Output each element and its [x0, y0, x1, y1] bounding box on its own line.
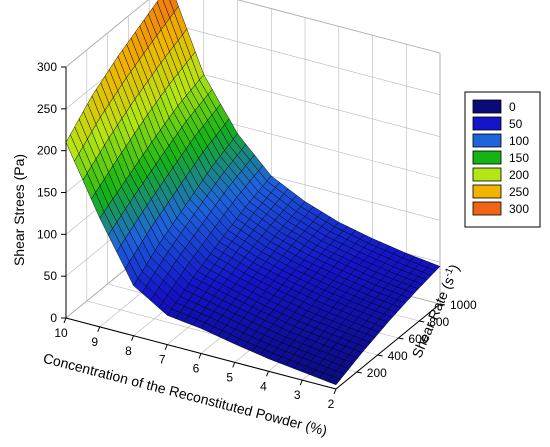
legend-swatch	[472, 116, 502, 131]
x-tick-label: 6	[193, 362, 200, 376]
z-tick-label: 200	[37, 144, 57, 158]
x-tick-mark	[299, 379, 303, 386]
x-tick-mark	[266, 371, 269, 377]
x-tick-label: 9	[91, 335, 98, 349]
x-tick-label: 2	[328, 397, 335, 411]
legend-label: 100	[509, 134, 529, 148]
y-tick-label: 400	[388, 349, 408, 363]
color-legend: 0 50 100 150 200 250 300	[464, 91, 541, 228]
legend-label: 250	[509, 185, 529, 199]
z-tick-label: 150	[37, 186, 57, 200]
x-tick-label: 5	[226, 370, 233, 384]
legend-swatch	[472, 184, 502, 199]
x-tick-mark	[63, 317, 67, 324]
z-tick-label: 0	[50, 311, 57, 325]
y-tick-label: 200	[367, 366, 387, 380]
box-edge	[335, 303, 441, 390]
x-tick-mark	[131, 335, 134, 341]
y-tick-mark	[419, 320, 425, 323]
x-tick-label: 7	[159, 353, 166, 367]
legend-label: 200	[509, 168, 529, 182]
surface-patch	[327, 375, 341, 386]
z-tick-label: 50	[44, 269, 58, 283]
legend-label: 0	[509, 100, 516, 114]
legend-swatch	[472, 133, 502, 148]
x-tick-label: 4	[260, 379, 267, 393]
z-axis-title: Shear Strees (Pa)	[11, 154, 27, 266]
legend-swatch	[472, 150, 502, 165]
z-tick-label: 250	[37, 102, 57, 116]
x-tick-mark	[198, 353, 202, 359]
x-tick-mark	[97, 326, 101, 333]
y-tick-mark	[439, 303, 446, 306]
legend-swatch	[472, 167, 502, 182]
y-tick-mark	[356, 371, 362, 374]
y-tick-mark	[398, 337, 404, 340]
y-tick-label: 1000	[450, 298, 477, 312]
x-axis-ticks: 2 3 4 5 6 7 8 9 10	[54, 317, 337, 411]
legend-swatch	[472, 201, 502, 216]
legend-label: 300	[509, 202, 529, 216]
grid-line	[65, 0, 149, 68]
x-tick-mark	[232, 362, 236, 368]
x-tick-mark	[333, 388, 337, 395]
x-tick-label: 8	[125, 344, 132, 358]
y-tick-label: 600	[408, 332, 428, 346]
y-tick-label: 800	[429, 315, 449, 329]
legend-swatch	[472, 99, 502, 114]
y-tick-mark	[377, 354, 383, 357]
legend-label: 150	[509, 151, 529, 165]
x-tick-label: 10	[54, 326, 68, 340]
x-tick-mark	[164, 344, 168, 350]
x-tick-label: 3	[294, 388, 301, 402]
z-axis-ticks: 0 50 100 150 200 250 300	[37, 60, 66, 325]
z-tick-label: 100	[37, 227, 57, 241]
z-tick-label: 300	[37, 60, 57, 74]
surface	[65, 0, 441, 386]
y-axis-title-close: )	[446, 262, 463, 273]
legend-label: 50	[509, 117, 523, 131]
